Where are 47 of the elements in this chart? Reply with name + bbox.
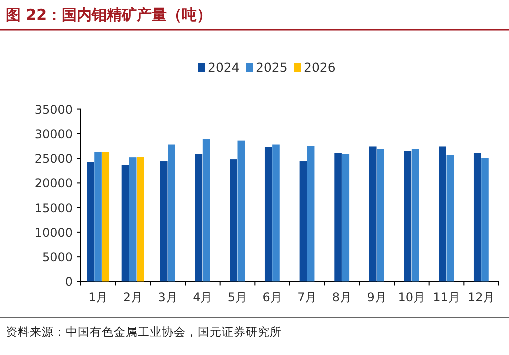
bar bbox=[446, 155, 454, 282]
bar bbox=[482, 158, 489, 282]
x-tick-label: 10月 bbox=[398, 290, 426, 305]
bar bbox=[412, 149, 420, 282]
bar bbox=[342, 154, 350, 282]
bar bbox=[137, 157, 144, 282]
bar bbox=[160, 162, 168, 282]
x-tick-label: 9月 bbox=[367, 290, 387, 305]
x-tick-label: 4月 bbox=[193, 290, 213, 305]
bar bbox=[238, 140, 246, 282]
x-tick-label: 6月 bbox=[262, 290, 282, 305]
x-tick-label: 1月 bbox=[88, 290, 108, 305]
y-tick-label: 15000 bbox=[34, 201, 73, 216]
chart-title: 图 22：国内钼精矿产量（吨） bbox=[6, 6, 212, 24]
x-tick-label: 12月 bbox=[468, 290, 496, 305]
bar bbox=[300, 162, 308, 282]
y-tick-label: 10000 bbox=[34, 226, 73, 240]
text: 资料来源：中国有色金属工业协会，国元证券研究所 bbox=[6, 325, 282, 339]
bar bbox=[272, 144, 280, 282]
bar bbox=[168, 144, 176, 282]
y-tick-label: 0 bbox=[65, 275, 73, 290]
legend-label: 2024 bbox=[208, 60, 240, 75]
y-tick-label: 5000 bbox=[42, 250, 73, 265]
bar bbox=[439, 146, 446, 282]
y-tick-label: 25000 bbox=[34, 152, 73, 166]
bar bbox=[264, 147, 272, 282]
bar bbox=[474, 153, 482, 282]
bar bbox=[404, 151, 412, 282]
bar bbox=[307, 146, 315, 282]
bar bbox=[377, 149, 384, 282]
y-tick-label: 30000 bbox=[34, 127, 73, 142]
bar bbox=[334, 153, 342, 282]
x-tick-label: 3月 bbox=[158, 290, 178, 305]
y-tick-label: 35000 bbox=[34, 102, 73, 117]
x-tick-label: 11月 bbox=[433, 290, 460, 305]
x-tick-label: 5月 bbox=[228, 290, 248, 305]
bar bbox=[202, 139, 210, 282]
x-tick-label: 8月 bbox=[332, 290, 352, 305]
legend-label: 2026 bbox=[304, 60, 336, 75]
legend-label: 2025 bbox=[256, 60, 288, 75]
bar bbox=[230, 160, 238, 282]
y-tick-label: 20000 bbox=[34, 176, 73, 191]
x-tick-label: 2月 bbox=[123, 290, 144, 305]
bar bbox=[369, 146, 377, 282]
bar bbox=[195, 154, 203, 282]
bar bbox=[102, 152, 110, 282]
x-tick-label: 7月 bbox=[298, 290, 318, 305]
